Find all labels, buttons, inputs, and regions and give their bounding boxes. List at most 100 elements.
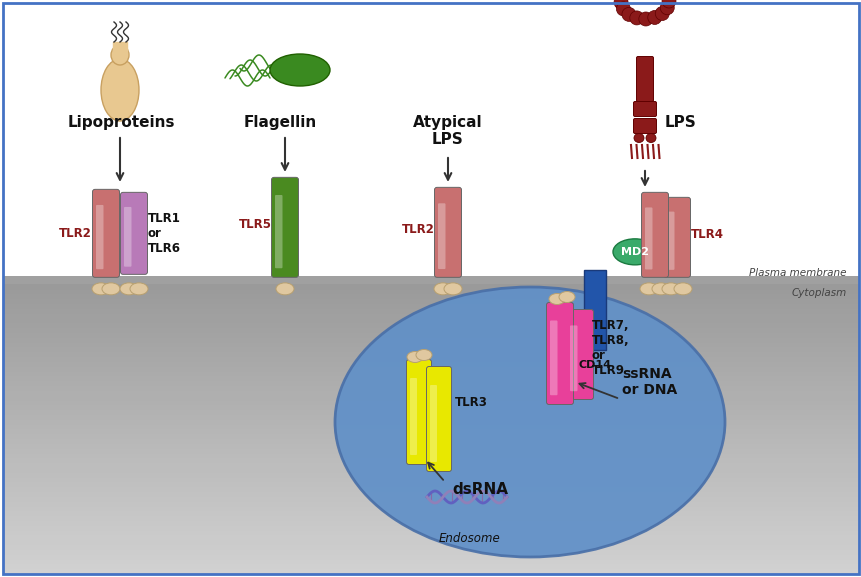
Bar [3, 564, 858, 569]
Text: MD2: MD2 [620, 247, 648, 257]
Ellipse shape [101, 59, 139, 121]
Bar [3, 482, 858, 487]
Bar [3, 313, 858, 319]
Bar [3, 569, 858, 574]
Text: Lipoproteins: Lipoproteins [68, 115, 176, 130]
Ellipse shape [111, 45, 129, 65]
Bar [3, 549, 858, 554]
Bar [3, 3, 858, 280]
Ellipse shape [102, 283, 120, 295]
Bar [3, 525, 858, 531]
Text: TLR2: TLR2 [402, 223, 435, 237]
Text: Endosome: Endosome [438, 532, 500, 545]
Ellipse shape [661, 283, 679, 295]
Bar [3, 400, 858, 405]
Text: TLR2: TLR2 [59, 227, 92, 240]
FancyBboxPatch shape [549, 320, 557, 395]
Bar [3, 361, 858, 367]
Text: Cytoplasm: Cytoplasm [791, 288, 846, 298]
Ellipse shape [269, 54, 330, 86]
Bar [3, 376, 858, 381]
Bar [3, 434, 858, 439]
Bar [3, 328, 858, 333]
Bar [3, 304, 858, 309]
FancyBboxPatch shape [271, 177, 298, 278]
Ellipse shape [638, 12, 652, 26]
Ellipse shape [120, 283, 138, 295]
Bar [3, 342, 858, 347]
Text: CD14: CD14 [578, 360, 610, 370]
FancyBboxPatch shape [546, 302, 573, 404]
FancyBboxPatch shape [641, 192, 668, 278]
Ellipse shape [558, 291, 574, 302]
Bar [583, 270, 605, 350]
Bar [3, 299, 858, 304]
FancyBboxPatch shape [635, 57, 653, 102]
Text: TLR7,
TLR8,
or
TLR9: TLR7, TLR8, or TLR9 [592, 319, 629, 377]
Text: Flagellin: Flagellin [243, 115, 316, 130]
Ellipse shape [661, 0, 675, 8]
Ellipse shape [613, 0, 628, 9]
Ellipse shape [443, 283, 461, 295]
Bar [3, 448, 858, 454]
Bar [3, 501, 858, 507]
Bar [3, 309, 858, 314]
FancyBboxPatch shape [633, 118, 656, 133]
Bar [3, 419, 858, 425]
Text: Plasma membrane: Plasma membrane [748, 268, 846, 278]
Bar [3, 323, 858, 328]
Ellipse shape [416, 350, 431, 361]
Ellipse shape [276, 283, 294, 295]
Bar [3, 366, 858, 372]
Bar [3, 405, 858, 410]
FancyBboxPatch shape [124, 207, 132, 267]
Bar [3, 516, 858, 521]
Bar [3, 347, 858, 353]
Ellipse shape [615, 0, 629, 2]
Ellipse shape [335, 287, 724, 557]
Ellipse shape [629, 11, 643, 25]
Bar [3, 381, 858, 386]
Ellipse shape [548, 294, 564, 305]
Bar [3, 559, 858, 564]
Bar [3, 492, 858, 497]
Bar [3, 410, 858, 415]
Bar [3, 473, 858, 478]
Bar [3, 332, 858, 338]
Ellipse shape [92, 283, 110, 295]
Bar [3, 429, 858, 434]
Ellipse shape [622, 8, 635, 21]
FancyBboxPatch shape [663, 197, 690, 278]
FancyBboxPatch shape [121, 192, 147, 274]
FancyBboxPatch shape [644, 208, 652, 269]
Bar [3, 467, 858, 473]
Bar [3, 453, 858, 458]
Bar [3, 371, 858, 376]
Bar [3, 554, 858, 560]
Text: TLR1
or
TLR6: TLR1 or TLR6 [148, 212, 181, 255]
Bar [3, 318, 858, 323]
Bar [3, 395, 858, 400]
Bar [3, 477, 858, 482]
Bar [3, 487, 858, 492]
Ellipse shape [633, 133, 643, 143]
Ellipse shape [433, 283, 451, 295]
Bar [3, 294, 858, 299]
Bar [3, 352, 858, 357]
Text: Atypical
LPS: Atypical LPS [412, 115, 482, 147]
FancyBboxPatch shape [569, 325, 577, 391]
Bar [3, 439, 858, 444]
Ellipse shape [612, 239, 656, 265]
FancyBboxPatch shape [437, 203, 445, 269]
FancyBboxPatch shape [92, 189, 120, 278]
Bar [3, 520, 858, 526]
Bar [3, 506, 858, 511]
Bar [3, 414, 858, 420]
FancyBboxPatch shape [666, 212, 673, 270]
FancyBboxPatch shape [406, 359, 431, 464]
Bar [3, 530, 858, 535]
Bar [3, 424, 858, 429]
Bar [3, 276, 858, 284]
Ellipse shape [660, 1, 673, 15]
Ellipse shape [645, 133, 655, 143]
